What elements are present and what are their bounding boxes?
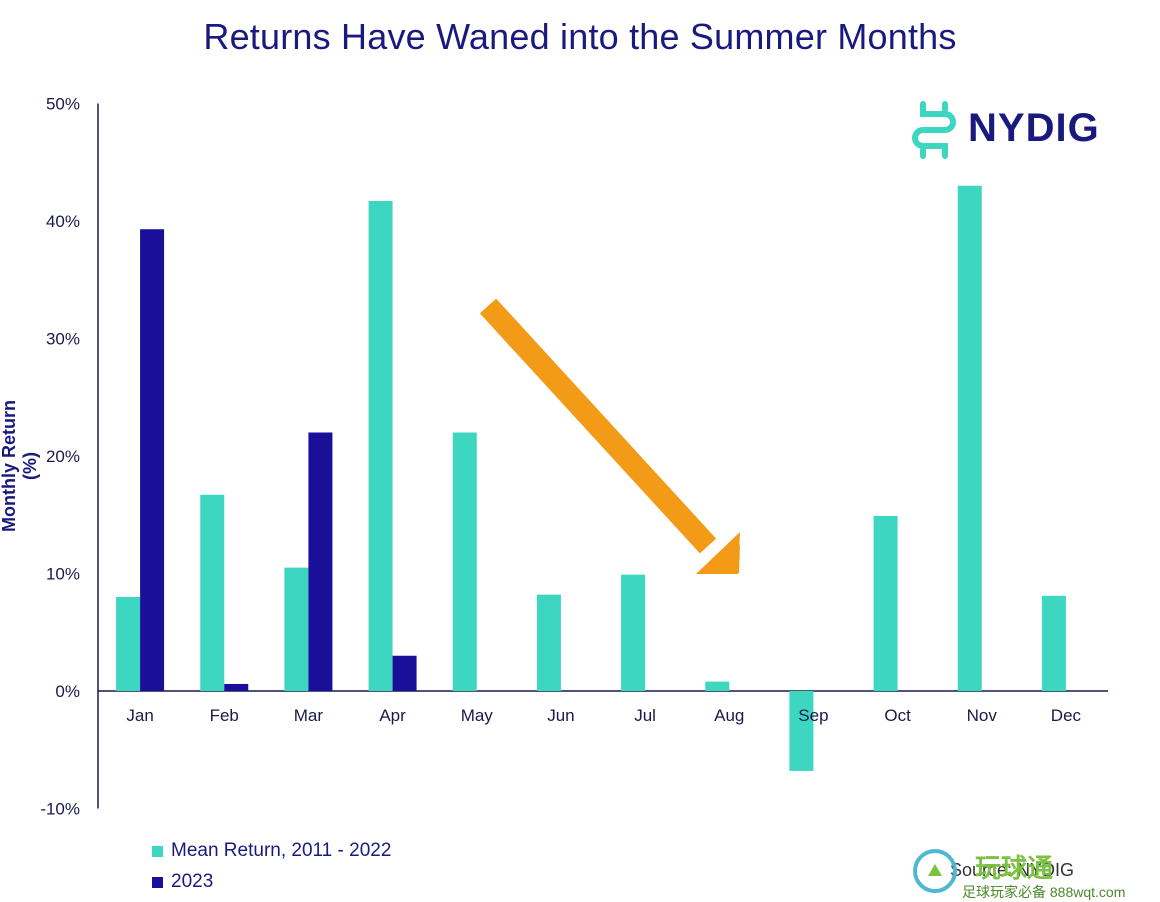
x-tick-label: Jul <box>634 706 656 725</box>
x-tick-label: Dec <box>1051 706 1082 725</box>
x-tick-label: Sep <box>798 706 828 725</box>
y-tick-label: 40% <box>46 212 80 231</box>
watermark-text: 玩球通 <box>975 853 1054 883</box>
bar-mean-return <box>873 515 898 691</box>
y-tick-label: -10% <box>40 800 80 819</box>
legend-item-mean: Mean Return, 2011 - 2022 <box>152 840 391 862</box>
legend-label-2023: 2023 <box>171 871 214 892</box>
bar-mean-return <box>284 567 309 691</box>
trend-arrow-shaft <box>479 298 717 554</box>
bar-2023 <box>392 655 417 691</box>
bar-mean-return <box>116 597 141 691</box>
legend-label-mean: Mean Return, 2011 - 2022 <box>171 840 392 861</box>
nydig-logo-icon <box>912 101 956 159</box>
bar-mean-return <box>705 681 730 691</box>
bar-mean-return <box>452 432 477 691</box>
bar-2023 <box>308 432 333 691</box>
x-tick-label: May <box>461 706 494 725</box>
bar-mean-return <box>957 185 982 691</box>
x-tick-label: Nov <box>967 706 998 725</box>
y-tick-label: 10% <box>46 565 80 584</box>
legend-swatch-mean <box>152 845 163 857</box>
legend-item-2023: 2023 <box>152 871 213 893</box>
bar-mean-return <box>200 494 225 691</box>
logo-text: NYDIG <box>968 106 1100 150</box>
y-tick-label: 30% <box>46 330 80 349</box>
nydig-logo <box>905 100 1105 160</box>
x-tick-label: Feb <box>210 706 239 725</box>
x-tick-label: Aug <box>714 706 744 725</box>
y-tick-label: 20% <box>46 447 80 466</box>
trend-arrow-head-fill <box>696 532 740 574</box>
x-tick-label: Mar <box>294 706 324 725</box>
bar-mean-return <box>536 594 561 691</box>
source-note: Source: NYDIG <box>950 860 1075 880</box>
bar-2023 <box>224 683 249 691</box>
bar-mean-return <box>368 201 393 691</box>
bar-2023 <box>140 229 165 691</box>
watermark-icon <box>913 849 957 893</box>
x-tick-label: Jun <box>547 706 574 725</box>
x-tick-label: Apr <box>379 706 406 725</box>
bar-mean-return <box>1041 595 1066 691</box>
bar-mean-return <box>789 691 814 771</box>
watermark-subtext: 足球玩家必备 888wqt.com <box>962 884 1126 900</box>
x-tick-label: Oct <box>884 706 911 725</box>
y-tick-label: 50% <box>46 95 80 114</box>
legend-swatch-2023 <box>152 876 163 888</box>
x-tick-label: Jan <box>126 706 153 725</box>
chart-title: Returns Have Waned into the Summer Month… <box>203 16 957 57</box>
bar-mean-return <box>621 574 646 691</box>
y-tick-label: 0% <box>55 682 80 701</box>
